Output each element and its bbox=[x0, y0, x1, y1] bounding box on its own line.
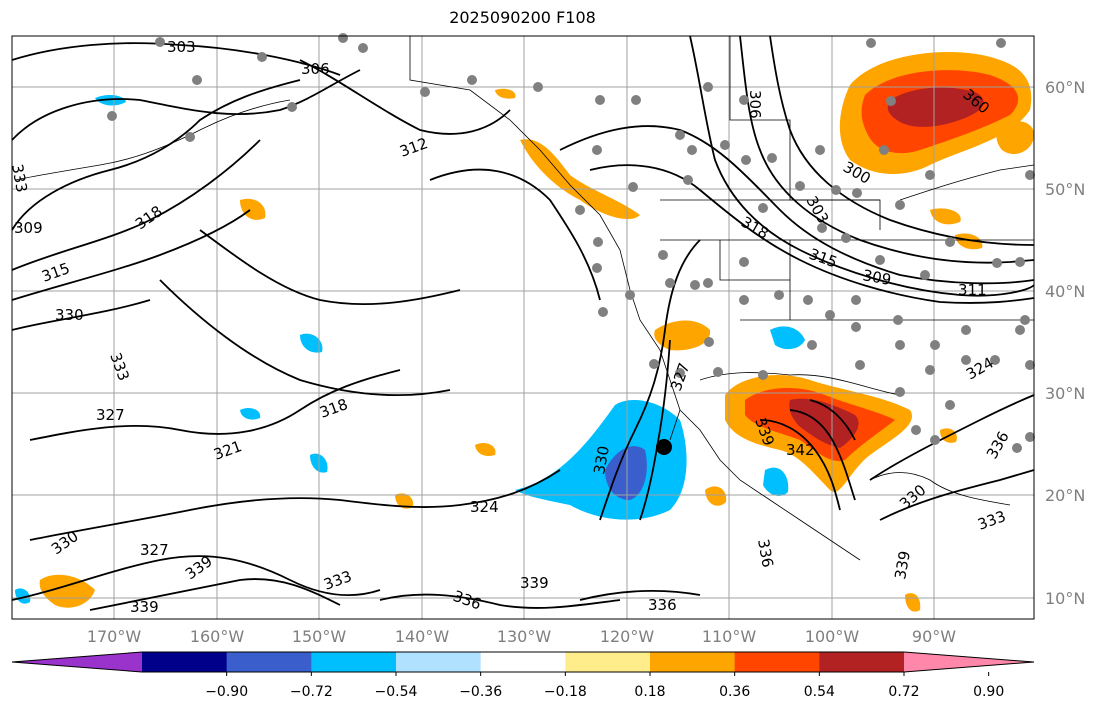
colorbar-extend-high bbox=[904, 652, 1034, 672]
contour-label: 339 bbox=[130, 598, 159, 616]
colorbar-segment bbox=[311, 652, 397, 672]
lon-tick: 150°W bbox=[292, 627, 347, 646]
lon-tick: 160°W bbox=[190, 627, 245, 646]
contour-label: 303 bbox=[167, 38, 196, 56]
coastlines bbox=[14, 36, 1035, 561]
lon-tick: 130°W bbox=[497, 627, 552, 646]
contour-label: 309 bbox=[861, 266, 892, 289]
map-title: 2025090200 F108 bbox=[449, 8, 596, 27]
contour-label: 327 bbox=[96, 406, 125, 424]
lon-tick: 100°W bbox=[805, 627, 860, 646]
map-border bbox=[11, 35, 1035, 620]
graticule bbox=[12, 36, 1034, 619]
colorbar-tick-label: 0.90 bbox=[973, 684, 1004, 700]
contour-label: 330 bbox=[55, 306, 84, 324]
contour-label: 306 bbox=[301, 60, 330, 78]
contour-label: 342 bbox=[786, 441, 815, 459]
contour-label: 333 bbox=[8, 163, 31, 194]
contour-label: 339 bbox=[520, 574, 549, 592]
colorbar-tick-label: 0.36 bbox=[719, 684, 750, 700]
contour-label: 327 bbox=[140, 541, 169, 559]
colorbar-tick-label: 0.72 bbox=[888, 684, 919, 700]
lat-tick: 60°N bbox=[1045, 78, 1085, 97]
contour-label: 324 bbox=[470, 498, 499, 516]
map-panel: 303 306 312 309 315 318 330 333 327 321 … bbox=[8, 33, 1035, 620]
lat-tick: 40°N bbox=[1045, 282, 1085, 301]
lat-tick: 10°N bbox=[1045, 589, 1085, 608]
colorbar-segment bbox=[734, 652, 820, 672]
lon-tick: 120°W bbox=[600, 627, 655, 646]
colorbar-tick-label: −0.36 bbox=[459, 684, 502, 700]
lat-tick: 20°N bbox=[1045, 486, 1085, 505]
colorbar-tick-label: −0.54 bbox=[375, 684, 418, 700]
colorbar-segment bbox=[226, 652, 312, 672]
colorbar-segment bbox=[565, 652, 651, 672]
longitude-ticks: 170°W 160°W 150°W 140°W 130°W 120°W 110°… bbox=[87, 627, 956, 646]
colorbar-tick-label: 0.54 bbox=[804, 684, 835, 700]
colorbar-segment bbox=[480, 652, 566, 672]
colorbar-segment bbox=[142, 652, 228, 672]
colorbar-outline bbox=[11, 651, 1035, 673]
contour-label: 306 bbox=[746, 90, 764, 119]
lon-tick: 90°W bbox=[912, 627, 956, 646]
shaded-field bbox=[15, 52, 1034, 612]
lon-tick: 140°W bbox=[395, 627, 450, 646]
contour-label: 336 bbox=[648, 596, 677, 614]
colorbar-segment bbox=[650, 652, 736, 672]
colorbar-segment bbox=[396, 652, 482, 672]
colorbar-tick-label: −0.18 bbox=[544, 684, 587, 700]
contours bbox=[11, 35, 1035, 611]
contour-label: 336 bbox=[754, 538, 777, 569]
colorbar-extend-low bbox=[12, 652, 142, 672]
colorbar-tick-label: −0.90 bbox=[205, 684, 248, 700]
latitude-ticks: 60°N 50°N 40°N 30°N 20°N 10°N bbox=[1045, 78, 1085, 608]
lat-tick: 50°N bbox=[1045, 180, 1085, 199]
contour-label: 311 bbox=[958, 281, 987, 299]
colorbar: −0.90 −0.72 −0.54 −0.36 −0.18 0.18 0.36 0.54 0.7… bbox=[11, 651, 1035, 700]
colorbar-segment bbox=[819, 652, 905, 672]
contour-label: 339 bbox=[891, 549, 914, 580]
lon-tick: 110°W bbox=[702, 627, 757, 646]
lat-tick: 30°N bbox=[1045, 384, 1085, 403]
station-dots bbox=[107, 33, 1035, 453]
colorbar-tick-label: 0.18 bbox=[634, 684, 665, 700]
contour-label: 309 bbox=[14, 219, 43, 237]
colorbar-tick-label: −0.72 bbox=[290, 684, 333, 700]
contour-label: 330 bbox=[590, 444, 613, 475]
lon-tick: 170°W bbox=[87, 627, 142, 646]
center-marker bbox=[656, 439, 672, 455]
